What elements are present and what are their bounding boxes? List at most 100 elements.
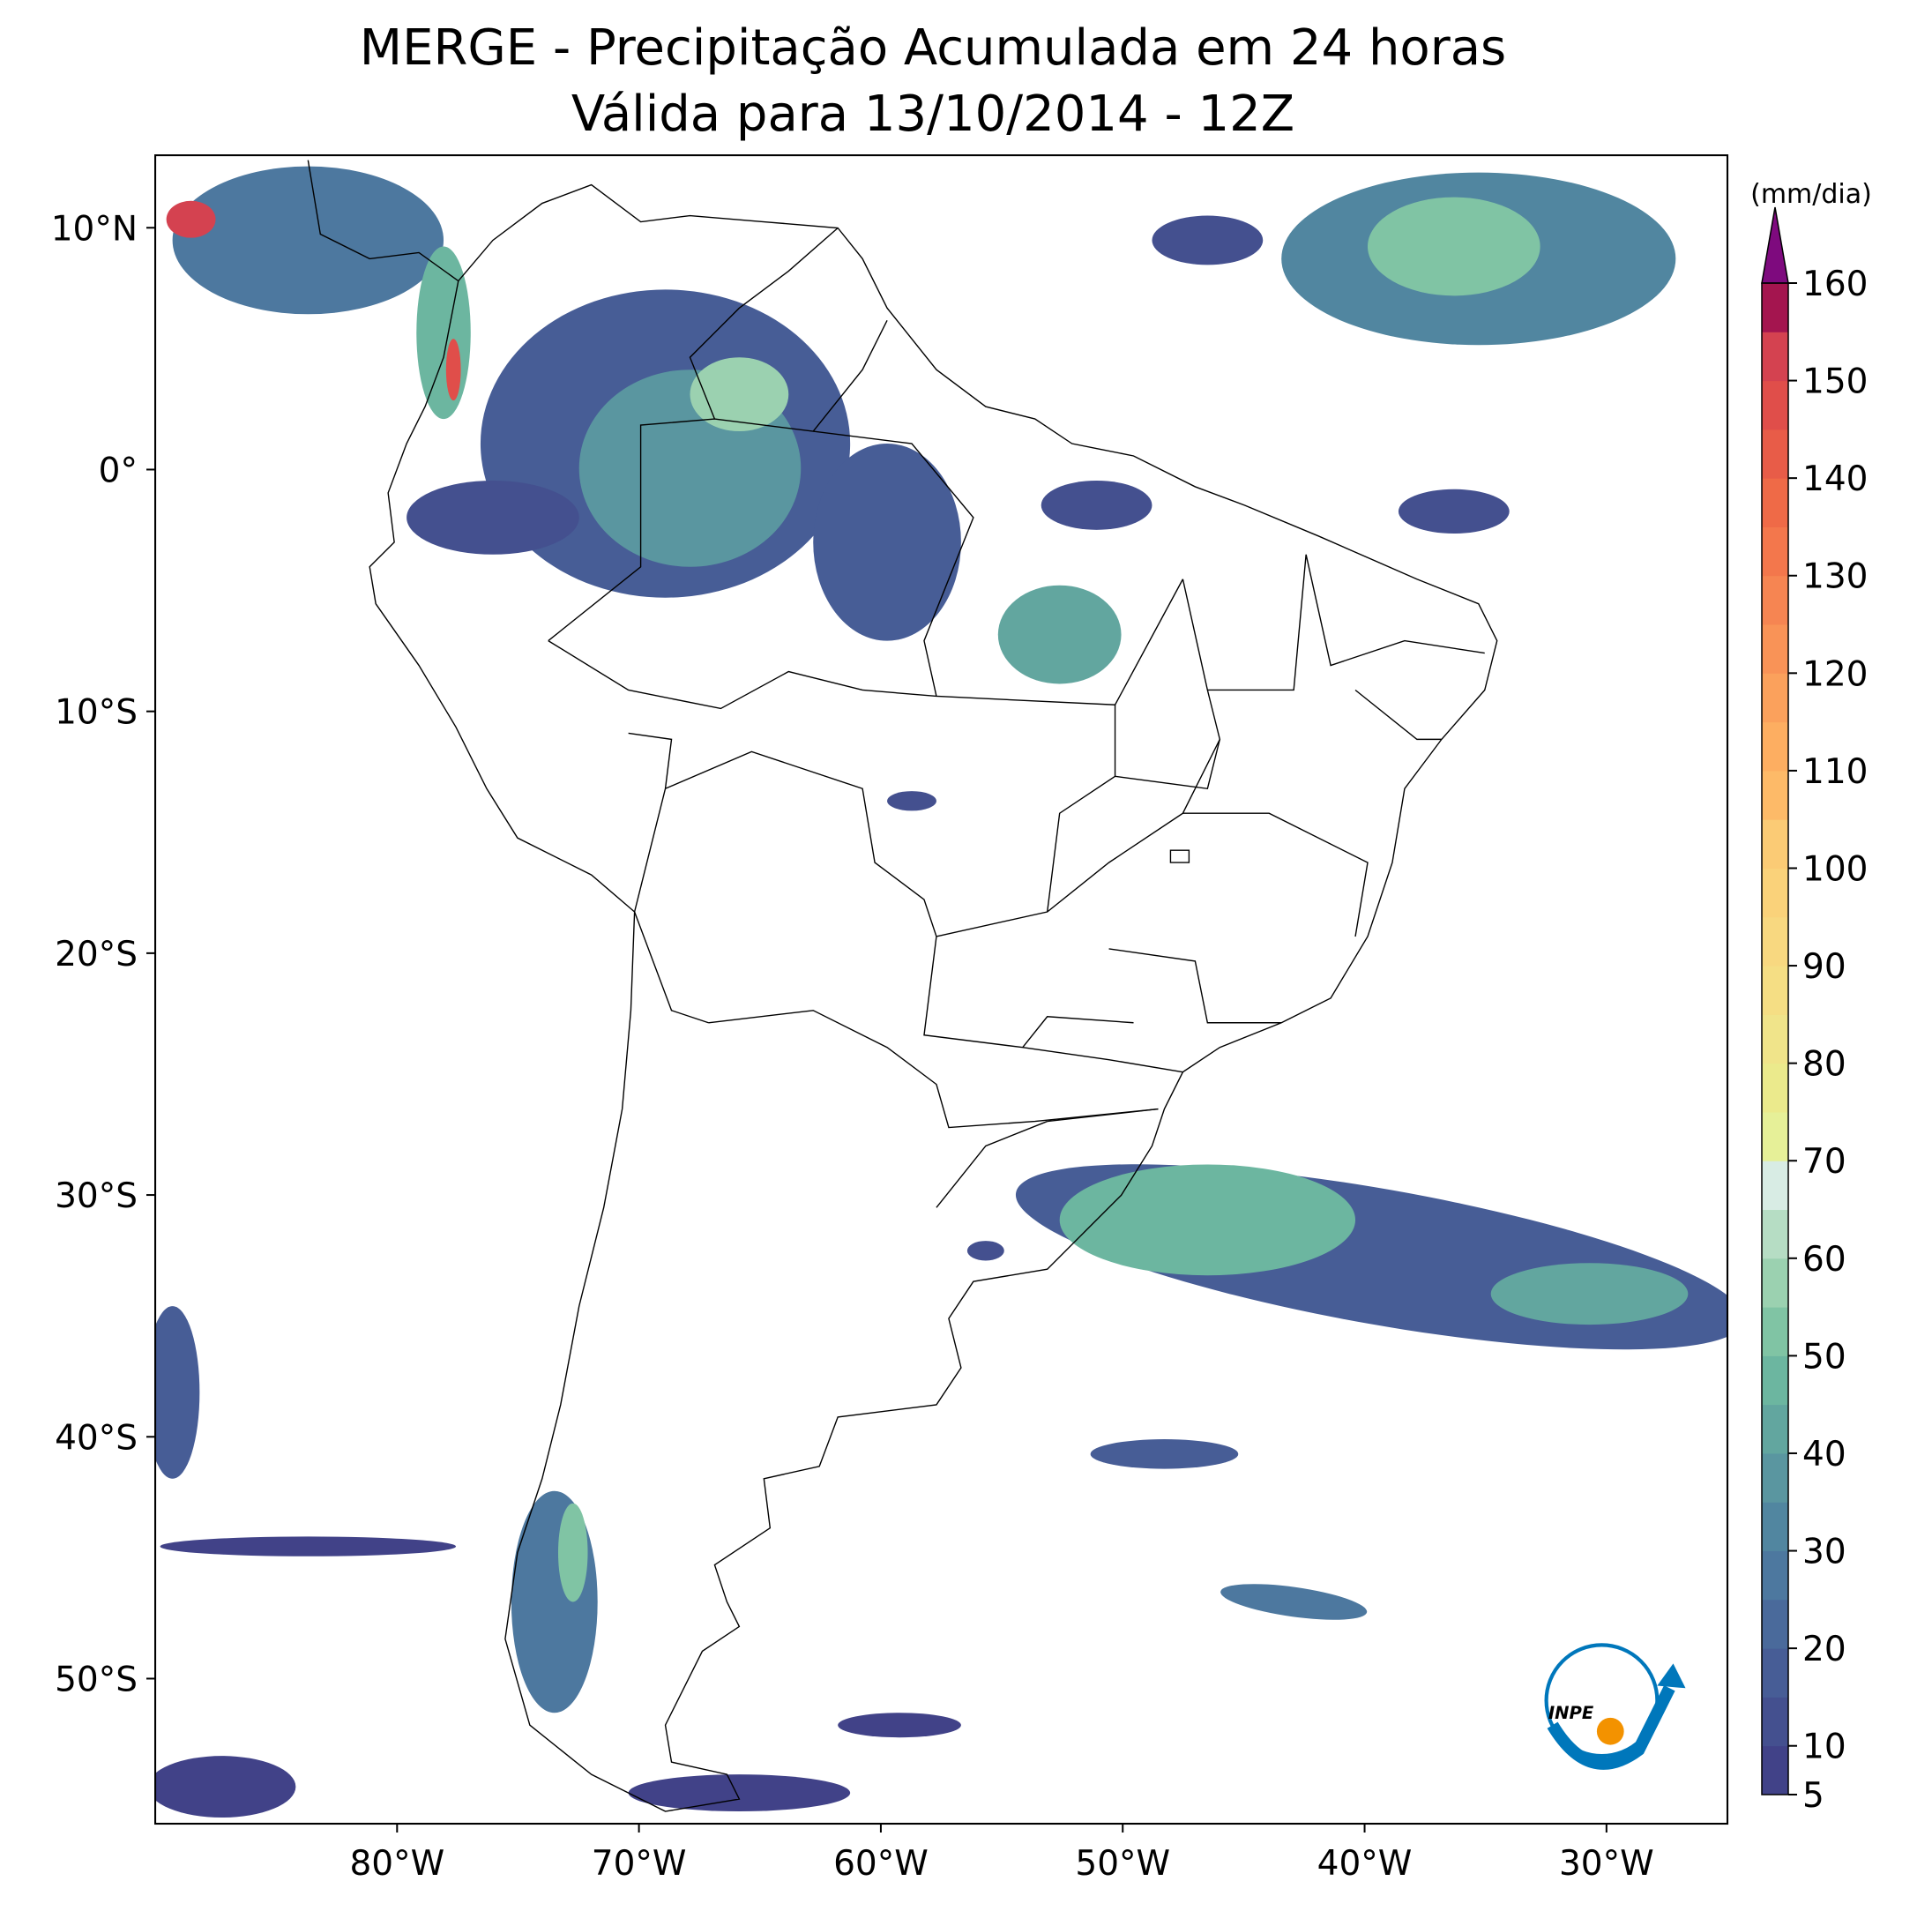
rain-area	[1220, 1584, 1368, 1620]
x-tick-label: 70°W	[592, 1844, 687, 1884]
colorbar-band	[1762, 1307, 1788, 1356]
colorbar-band	[1762, 1452, 1788, 1503]
y-tick-label: 10°S	[55, 693, 138, 733]
rain-area	[1398, 489, 1510, 534]
rain-area	[416, 246, 471, 420]
rain-area	[997, 585, 1122, 684]
colorbar-tick-label: 40	[1802, 1435, 1846, 1474]
colorbar-band	[1762, 1111, 1788, 1161]
plot-frame	[154, 154, 1729, 1825]
colorbar-extension	[1761, 206, 1789, 284]
colorbar-tick-label: 150	[1802, 362, 1868, 402]
rain-area	[557, 1503, 588, 1602]
rain-area	[166, 200, 216, 238]
y-tick-label: 40°S	[55, 1418, 138, 1458]
boundaries	[307, 160, 1498, 1812]
colorbar-band	[1762, 1209, 1788, 1259]
colorbar-tick-label: 140	[1802, 459, 1868, 499]
colorbar-band	[1762, 1258, 1788, 1308]
colorbar-band	[1762, 526, 1788, 577]
central-america	[307, 160, 459, 282]
colorbar-band	[1762, 868, 1788, 918]
rain-area	[628, 1774, 851, 1812]
rain-area	[1041, 480, 1152, 530]
colorbar-band	[1762, 770, 1788, 820]
rain-area	[838, 1713, 961, 1738]
colorbar-band	[1762, 1161, 1788, 1211]
colorbar-tick-label: 110	[1802, 752, 1868, 792]
colorbar-band	[1762, 1648, 1788, 1698]
rain-area	[1152, 215, 1264, 265]
logo-text: INPE	[1548, 1703, 1594, 1723]
colorbar-band	[1762, 721, 1788, 772]
rain-area	[155, 1306, 200, 1479]
colorbar-tick-label: 100	[1802, 849, 1868, 889]
colorbar-band	[1762, 1697, 1788, 1747]
colorbar-tick-label: 50	[1802, 1337, 1846, 1377]
colorbar-tick-label: 30	[1802, 1533, 1846, 1572]
colorbar-band	[1762, 1502, 1788, 1552]
logo: INPE	[1544, 1643, 1686, 1770]
rain-area	[966, 1241, 1004, 1261]
colorbar-band	[1762, 819, 1788, 869]
colorbar-band	[1762, 575, 1788, 625]
colorbar-tick-label: 70	[1802, 1142, 1846, 1182]
y-tick-label: 50°S	[55, 1660, 138, 1699]
colorbar-band	[1762, 916, 1788, 967]
x-tick-label: 60°W	[833, 1844, 929, 1884]
colorbar-band	[1762, 1599, 1788, 1649]
precipitation-field	[155, 166, 1728, 1818]
colorbar-band	[1762, 478, 1788, 527]
colorbar-tick-label: 60	[1802, 1240, 1846, 1280]
colorbar-band	[1762, 1404, 1788, 1454]
coastline	[369, 183, 1498, 1812]
x-tick-label: 40°W	[1317, 1844, 1413, 1884]
y-tick-label: 20°S	[55, 935, 138, 974]
chart-title: MERGE - Precipitação Acumulada em 24 hor…	[360, 19, 1506, 77]
axes: 80°W 70°W 60°W 50°W 40°W 30°W 10°N 0° 10°S 20°S 30…	[51, 179, 1872, 1884]
rain-area	[445, 339, 461, 401]
y-tick-label: 10°N	[51, 209, 138, 249]
colorbar-band	[1762, 966, 1788, 1015]
colorbar-frame	[1761, 282, 1789, 1795]
colorbar-tick-label: 10	[1802, 1728, 1846, 1767]
colorbar-tick-label: 20	[1802, 1630, 1846, 1669]
rain-area	[160, 1536, 457, 1556]
x-tick-label: 50°W	[1075, 1844, 1170, 1884]
colorbar-band	[1762, 624, 1788, 674]
rain-area	[887, 791, 936, 811]
rain-area	[1090, 1439, 1239, 1469]
colorbar-tick-label: 80	[1802, 1045, 1846, 1085]
colorbar-tick-label: 120	[1802, 654, 1868, 694]
map: INPE	[154, 154, 1729, 1825]
state-border	[1022, 554, 1485, 1123]
x-tick-label: 80°W	[349, 1844, 444, 1884]
y-tick-label: 0°	[99, 451, 138, 490]
colorbar-band	[1762, 1550, 1788, 1601]
rain-area	[155, 1756, 296, 1818]
colorbar-tick-label: 160	[1802, 265, 1868, 304]
colorbar-band	[1762, 332, 1788, 382]
colorbar-band	[1762, 1355, 1788, 1406]
colorbar-band	[1762, 1745, 1788, 1795]
colorbar-band	[1762, 380, 1788, 430]
colorbar-band	[1762, 1014, 1788, 1064]
colorbar-band	[1762, 283, 1788, 332]
colorbar-band	[1762, 673, 1788, 723]
rain-area	[813, 444, 961, 641]
rain-area	[690, 357, 789, 432]
rain-area	[172, 166, 444, 315]
colorbar-label: (mm/dia)	[1750, 179, 1872, 210]
rain-area	[1059, 1164, 1356, 1276]
colorbar-band	[1762, 1063, 1788, 1113]
rain-area	[1368, 197, 1540, 296]
x-tick-label: 30°W	[1559, 1844, 1654, 1884]
colorbar-tick-label: 130	[1802, 557, 1868, 597]
rain-area	[407, 480, 579, 555]
y-tick-label: 30°S	[55, 1176, 138, 1216]
colorbar-tick-label: 90	[1802, 947, 1846, 987]
chart-subtitle: Válida para 13/10/2014 - 12Z	[571, 86, 1294, 143]
colorbar-tick-label: 5	[1802, 1776, 1824, 1816]
colorbar-band	[1762, 429, 1788, 479]
